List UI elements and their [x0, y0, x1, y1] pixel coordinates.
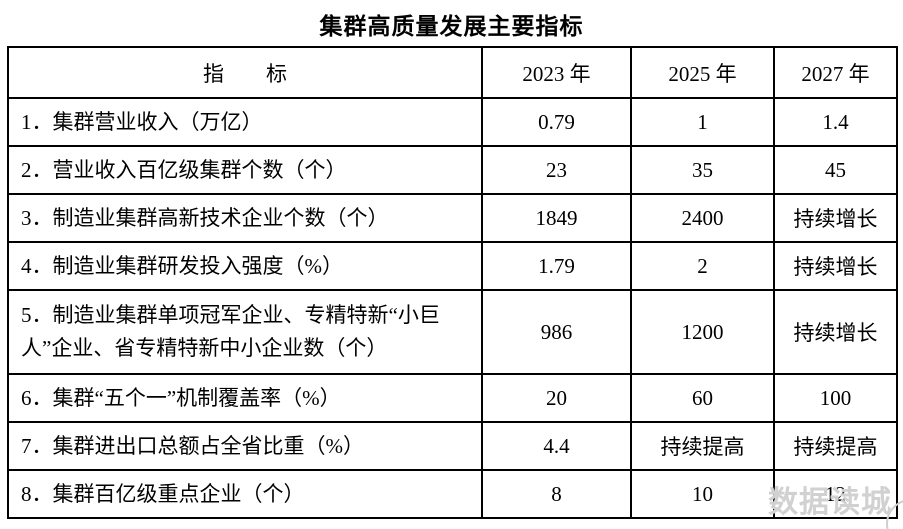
header-indicator: 指 标	[7, 46, 483, 99]
value-2027: 100	[773, 373, 898, 423]
value-2027: 45	[773, 145, 898, 195]
value-2023: 1.79	[481, 241, 632, 291]
value-2027: 1.4	[773, 97, 898, 147]
table-header-row: 指 标 2023 年 2025 年 2027 年	[7, 46, 898, 99]
indicator-label: 6．集群“五个一”机制覆盖率（%）	[7, 373, 483, 423]
value-2025: 2400	[630, 193, 775, 243]
header-2027: 2027 年	[773, 46, 898, 99]
indicator-label: 8．集群百亿级重点企业（个）	[7, 469, 483, 519]
table-row: 4．制造业集群研发投入强度（%） 1.79 2 持续增长	[7, 241, 898, 291]
value-2025: 持续提高	[630, 421, 775, 471]
value-2025: 1200	[630, 289, 775, 375]
indicators-table: 指 标 2023 年 2025 年 2027 年 1．集群营业收入（万亿） 0.…	[7, 46, 898, 519]
value-2027: 持续增长	[773, 241, 898, 291]
value-2023: 8	[481, 469, 632, 519]
table-row: 8．集群百亿级重点企业（个） 8 10 12	[7, 469, 898, 519]
table-row: 7．集群进出口总额占全省比重（%） 4.4 持续提高 持续提高	[7, 421, 898, 471]
indicator-label: 3．制造业集群高新技术企业个数（个）	[7, 193, 483, 243]
value-2023: 4.4	[481, 421, 632, 471]
value-2023: 20	[481, 373, 632, 423]
value-2025: 2	[630, 241, 775, 291]
table-row: 3．制造业集群高新技术企业个数（个） 1849 2400 持续增长	[7, 193, 898, 243]
table-row: 6．集群“五个一”机制覆盖率（%） 20 60 100	[7, 373, 898, 423]
indicator-label: 5．制造业集群单项冠军企业、专精特新“小巨人”企业、省专精特新中小企业数（个）	[7, 289, 483, 375]
value-2027: 持续增长	[773, 193, 898, 243]
value-2025: 60	[630, 373, 775, 423]
header-2023: 2023 年	[481, 46, 632, 99]
page-title: 集群高质量发展主要指标	[319, 13, 584, 39]
indicator-label: 2．营业收入百亿级集群个数（个）	[7, 145, 483, 195]
indicator-label: 7．集群进出口总额占全省比重（%）	[7, 421, 483, 471]
value-2025: 1	[630, 97, 775, 147]
table-row: 2．营业收入百亿级集群个数（个） 23 35 45	[7, 145, 898, 195]
header-2025: 2025 年	[630, 46, 775, 99]
indicator-label: 4．制造业集群研发投入强度（%）	[7, 241, 483, 291]
table-row: 1．集群营业收入（万亿） 0.79 1 1.4	[7, 97, 898, 147]
value-2023: 0.79	[481, 97, 632, 147]
value-2023: 23	[481, 145, 632, 195]
value-2027: 持续提高	[773, 421, 898, 471]
value-2023: 1849	[481, 193, 632, 243]
indicator-label: 1．集群营业收入（万亿）	[7, 97, 483, 147]
value-2025: 10	[630, 469, 775, 519]
table-row: 5．制造业集群单项冠军企业、专精特新“小巨人”企业、省专精特新中小企业数（个） …	[7, 289, 898, 375]
value-2027: 12	[773, 469, 898, 519]
value-2025: 35	[630, 145, 775, 195]
value-2023: 986	[481, 289, 632, 375]
value-2027: 持续增长	[773, 289, 898, 375]
